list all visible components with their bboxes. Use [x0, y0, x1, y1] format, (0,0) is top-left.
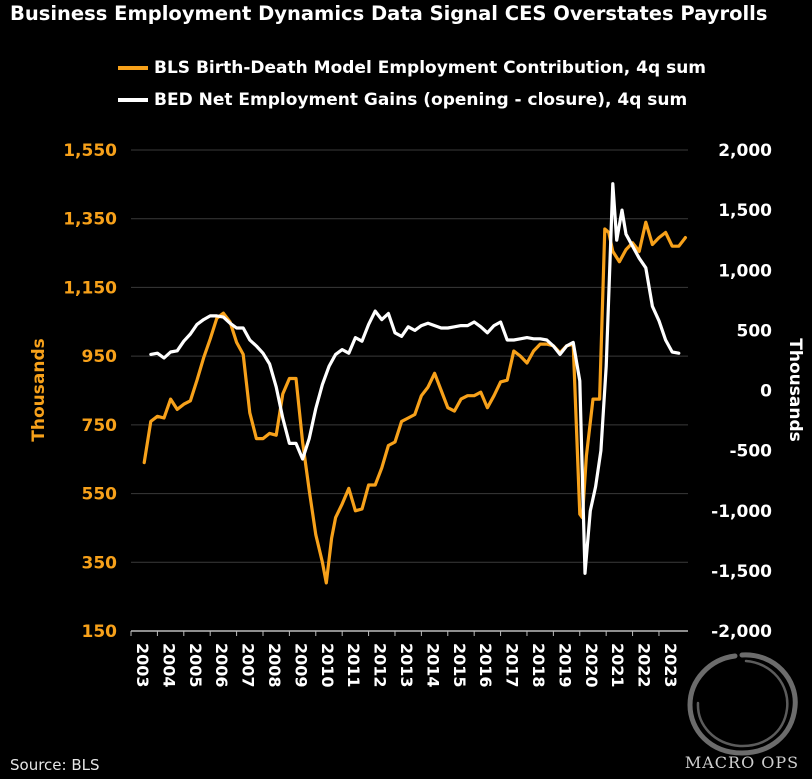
left-axis-title: Thousands: [29, 338, 49, 441]
left-tick-label: 550: [82, 485, 118, 505]
x-tick-label: 2015: [450, 643, 469, 688]
x-tick-label: 2011: [344, 643, 363, 688]
legend-swatch-white: [118, 98, 148, 102]
left-tick-label: 750: [82, 416, 118, 436]
x-tick-label: 2003: [133, 643, 152, 688]
x-tick-label: 2005: [186, 643, 205, 688]
x-tick-label: 2018: [529, 643, 548, 688]
x-tick-label: 2012: [371, 643, 390, 688]
right-tick-label: -2,000: [711, 622, 772, 642]
left-tick-label: 350: [82, 553, 118, 573]
x-tick-label: 2008: [265, 643, 284, 688]
legend-item-birth-death: BLS Birth-Death Model Employment Contrib…: [118, 58, 706, 78]
right-tick-label: -1,000: [711, 502, 772, 522]
x-tick-label: 2014: [423, 643, 442, 688]
x-tick-label: 2016: [476, 643, 495, 688]
x-tick-label: 2017: [503, 643, 522, 688]
left-tick-label: 950: [82, 347, 118, 367]
x-tick-label: 2009: [291, 643, 310, 688]
left-tick-label: 1,150: [63, 278, 117, 298]
legend-swatch-orange: [118, 66, 148, 70]
x-tick-label: 2004: [159, 643, 178, 688]
right-tick-label: -500: [729, 442, 772, 462]
right-tick-label: 1,000: [718, 261, 772, 281]
right-axis-title: Thousands: [785, 338, 805, 441]
x-tick-label: 2013: [397, 643, 416, 688]
x-tick-label: 2007: [239, 643, 258, 688]
macro-ops-logo: MACRO OPS: [685, 652, 799, 772]
right-tick-label: 500: [737, 321, 773, 341]
right-tick-label: 2,000: [718, 141, 772, 161]
left-tick-label: 1,550: [63, 141, 117, 161]
x-tick-label: 2010: [318, 643, 337, 688]
x-tick-label: 2022: [635, 643, 654, 688]
chart-title: Business Employment Dynamics Data Signal…: [10, 2, 768, 25]
source-note: Source: BLS: [10, 756, 100, 774]
right-tick-label: -1,500: [711, 562, 772, 582]
x-tick-label: 2019: [555, 643, 574, 688]
series-line-birth-death: [142, 220, 687, 585]
left-tick-label: 150: [82, 622, 118, 642]
logo-text: MACRO OPS: [685, 753, 799, 772]
x-tick-label: 2020: [582, 643, 601, 688]
left-tick-label: 1,350: [63, 210, 117, 230]
legend-label-birth-death: BLS Birth-Death Model Employment Contrib…: [154, 58, 707, 78]
legend-item-bed: BED Net Employment Gains (opening - clos…: [118, 90, 687, 110]
series-line-bed: [149, 182, 681, 575]
x-tick-label: 2006: [212, 643, 231, 688]
right-tick-label: 0: [760, 382, 772, 402]
legend-label-bed: BED Net Employment Gains (opening - clos…: [154, 90, 688, 110]
right-tick-label: 1,500: [718, 201, 772, 221]
x-tick-label: 2023: [661, 643, 680, 688]
x-tick-label: 2021: [608, 643, 627, 688]
